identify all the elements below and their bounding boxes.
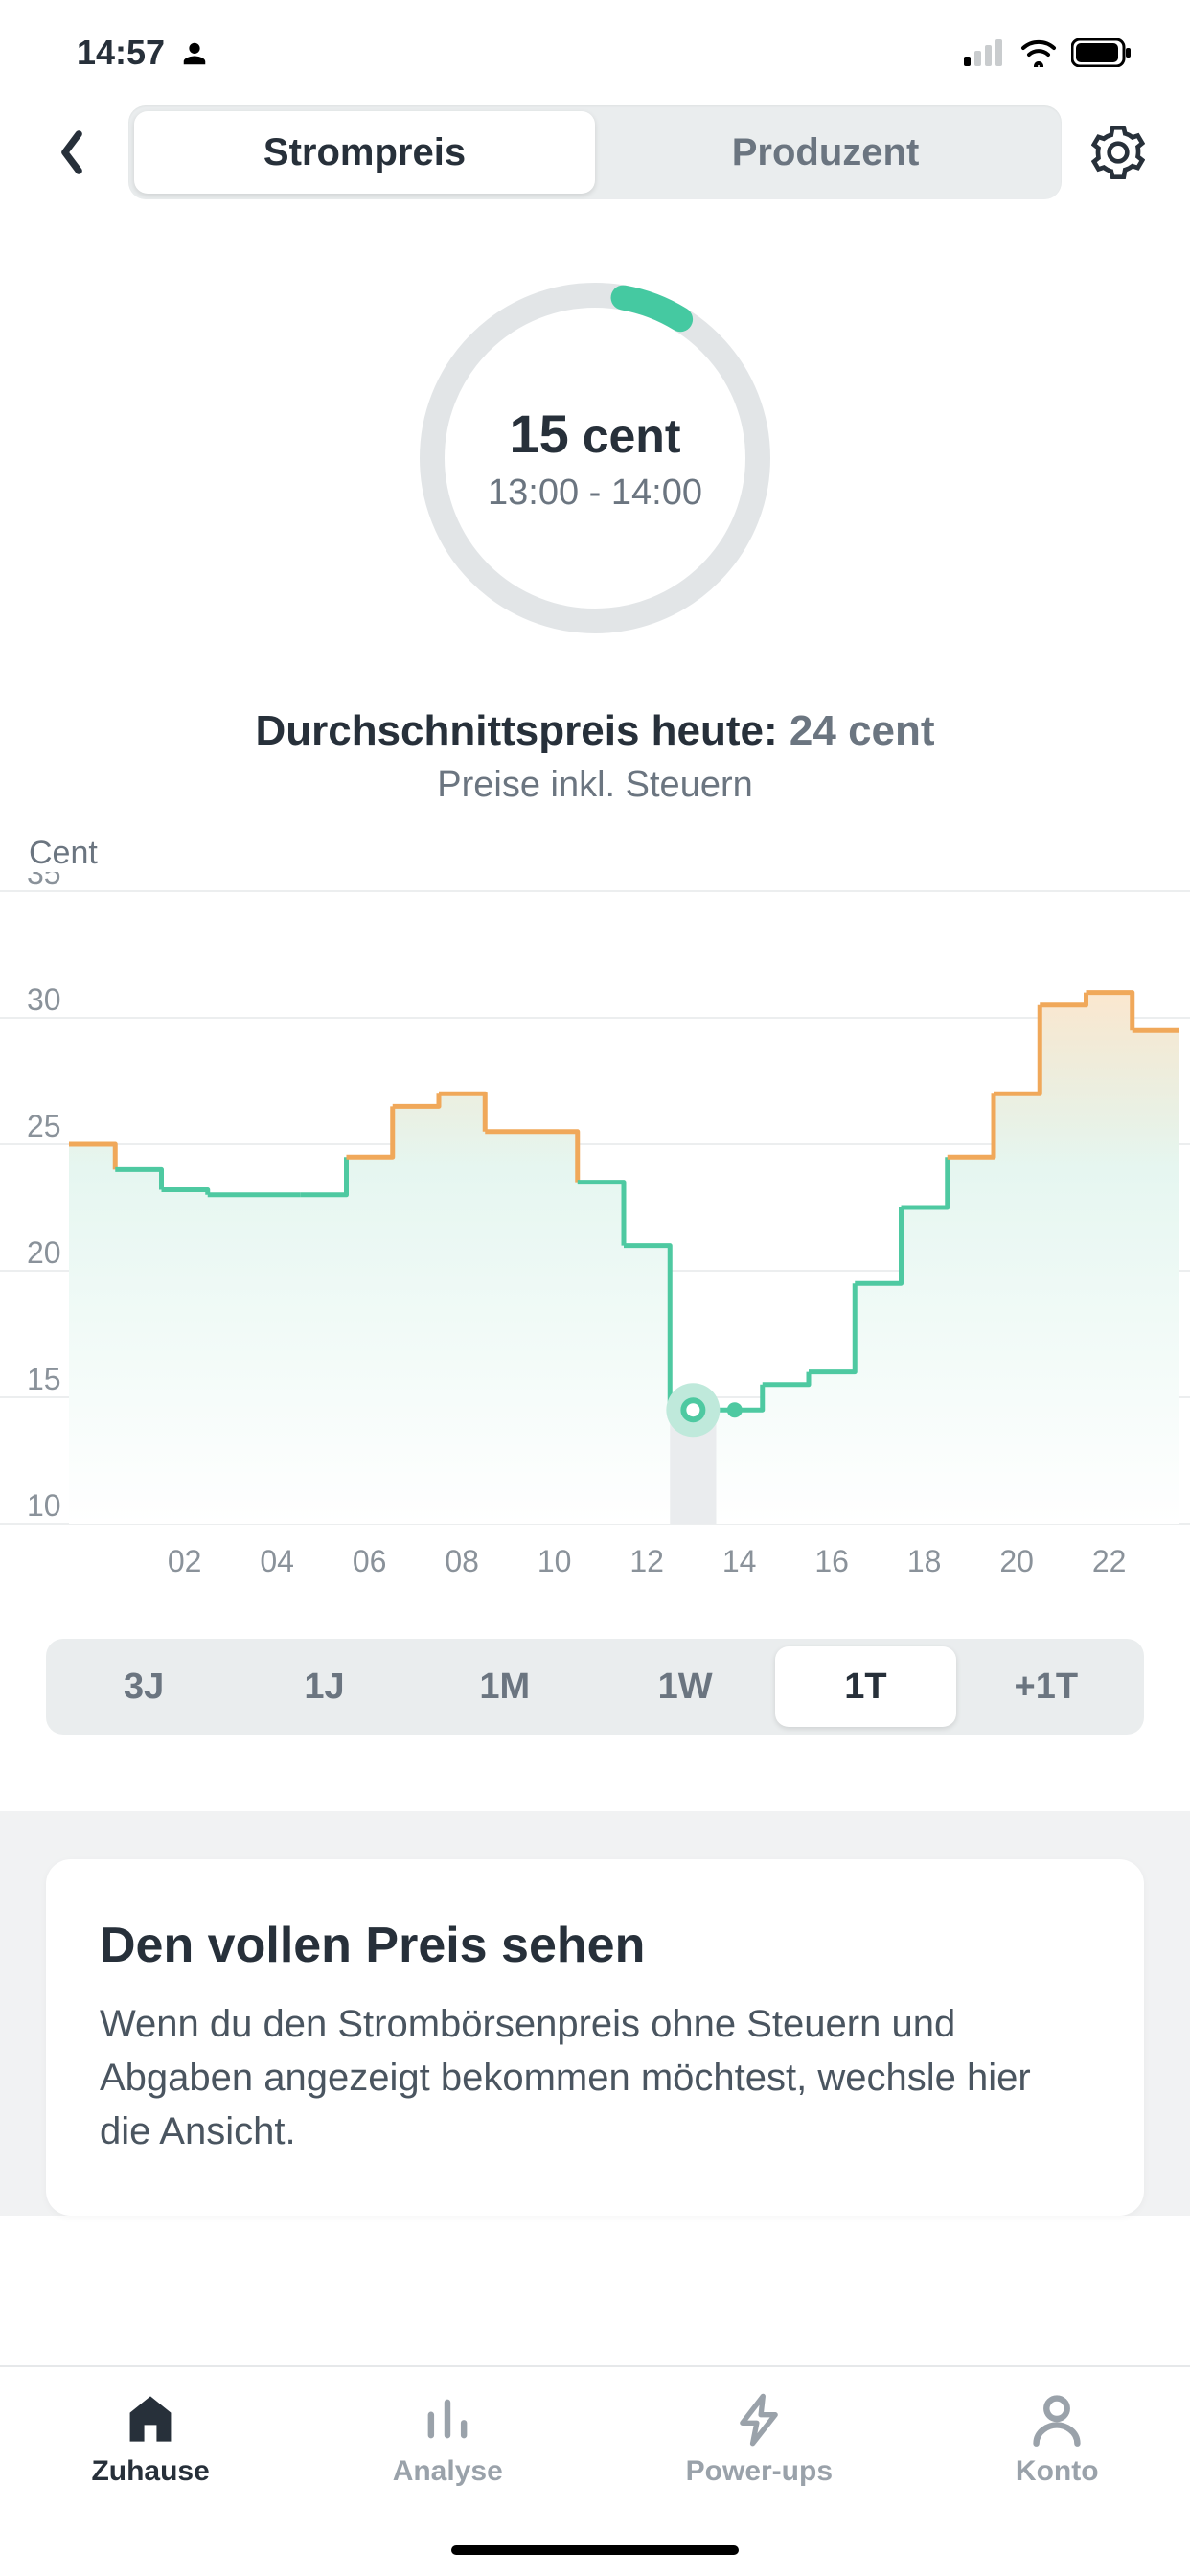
bolt-icon — [730, 2390, 788, 2448]
tab-label: Power-ups — [686, 2455, 833, 2488]
svg-text:10: 10 — [538, 1544, 572, 1578]
avg-value: 24 cent — [790, 707, 935, 754]
range-3j[interactable]: 3J — [54, 1646, 234, 1727]
gear-icon — [1091, 126, 1145, 179]
battery-icon — [1071, 38, 1133, 67]
tab-label: Produzent — [732, 131, 920, 174]
cellular-icon — [964, 39, 1006, 66]
wifi-icon — [1019, 38, 1058, 67]
svg-text:16: 16 — [814, 1544, 849, 1578]
avg-row: Durchschnittspreis heute: 24 cent Preise… — [255, 707, 934, 806]
profile-icon — [180, 39, 209, 68]
home-icon — [122, 2390, 179, 2448]
svg-text:12: 12 — [629, 1544, 664, 1578]
gauge-unit: cent — [583, 409, 681, 463]
chart-block: Cent 10 15 20 25 30 35 02 04 06 08 10 12 14 16 18 20 22 — [0, 835, 1190, 1600]
range-1m[interactable]: 1M — [415, 1646, 595, 1727]
tab-label: Strompreis — [263, 131, 466, 174]
tab-power-ups[interactable]: Power-ups — [686, 2390, 833, 2488]
full-price-card[interactable]: Den vollen Preis sehen Wenn du den Strom… — [46, 1859, 1144, 2216]
svg-text:20: 20 — [27, 1235, 61, 1270]
gauge-number: 15 — [509, 403, 568, 464]
segmented-control: Strompreis Produzent — [128, 105, 1062, 199]
svg-text:30: 30 — [27, 982, 61, 1017]
range-selector: 3J1J1M1W1T+1T — [46, 1639, 1144, 1735]
svg-text:08: 08 — [445, 1544, 479, 1578]
svg-text:20: 20 — [999, 1544, 1034, 1578]
svg-text:22: 22 — [1092, 1544, 1127, 1578]
gauge-center: 15 cent 13:00 - 14:00 — [403, 266, 787, 650]
svg-text:06: 06 — [353, 1544, 387, 1578]
settings-button[interactable] — [1085, 119, 1152, 186]
svg-text:10: 10 — [27, 1488, 61, 1523]
tab-analyse[interactable]: Analyse — [393, 2390, 503, 2488]
person-icon — [1028, 2390, 1086, 2448]
gauge-time: 13:00 - 14:00 — [488, 472, 702, 514]
range-1w[interactable]: 1W — [595, 1646, 775, 1727]
avg-text: Durchschnittspreis heute: 24 cent — [255, 707, 934, 755]
svg-text:14: 14 — [722, 1544, 757, 1578]
status-time: 14:57 — [77, 33, 209, 73]
home-indicator — [451, 2545, 739, 2555]
svg-text:15: 15 — [27, 1362, 61, 1396]
price-chart[interactable]: 10 15 20 25 30 35 02 04 06 08 10 12 14 16 18 20 22 — [0, 872, 1190, 1600]
tab-strompreis[interactable]: Strompreis — [134, 111, 595, 194]
tab-label: Konto — [1016, 2455, 1099, 2488]
range-1j[interactable]: 1J — [234, 1646, 414, 1727]
card-body: Wenn du den Strombörsenpreis ohne Steuer… — [100, 1997, 1090, 2158]
avg-label: Durchschnittspreis heute: — [255, 707, 777, 754]
svg-text:18: 18 — [907, 1544, 942, 1578]
tab-label: Analyse — [393, 2455, 503, 2488]
status-right — [964, 38, 1133, 67]
gauge-section: 15 cent 13:00 - 14:00 Durchschnittspreis… — [0, 266, 1190, 806]
svg-text:35: 35 — [27, 872, 61, 890]
tab-label: Zuhause — [91, 2455, 209, 2488]
chart-unit-label: Cent — [0, 835, 1190, 872]
svg-text:02: 02 — [168, 1544, 202, 1578]
range-+1t[interactable]: +1T — [956, 1646, 1136, 1727]
tab-produzent[interactable]: Produzent — [595, 111, 1056, 194]
price-gauge: 15 cent 13:00 - 14:00 — [403, 266, 787, 650]
status-time-text: 14:57 — [77, 33, 165, 72]
tab-konto[interactable]: Konto — [1016, 2390, 1099, 2488]
header: Strompreis Produzent — [0, 105, 1190, 228]
status-bar: 14:57 — [0, 0, 1190, 105]
gauge-value: 15 cent — [509, 402, 680, 465]
range-1t[interactable]: 1T — [775, 1646, 955, 1727]
bars-icon — [419, 2390, 476, 2448]
tab-bar: Zuhause Analyse Power-ups Konto — [0, 2365, 1190, 2576]
card-title: Den vollen Preis sehen — [100, 1917, 1090, 1974]
back-button[interactable] — [38, 119, 105, 186]
tab-zuhause[interactable]: Zuhause — [91, 2390, 209, 2488]
avg-sub: Preise inkl. Steuern — [255, 765, 934, 806]
chevron-left-icon — [56, 129, 88, 175]
card-section: Den vollen Preis sehen Wenn du den Strom… — [0, 1811, 1190, 2216]
svg-text:25: 25 — [27, 1109, 61, 1143]
svg-text:04: 04 — [260, 1544, 294, 1578]
